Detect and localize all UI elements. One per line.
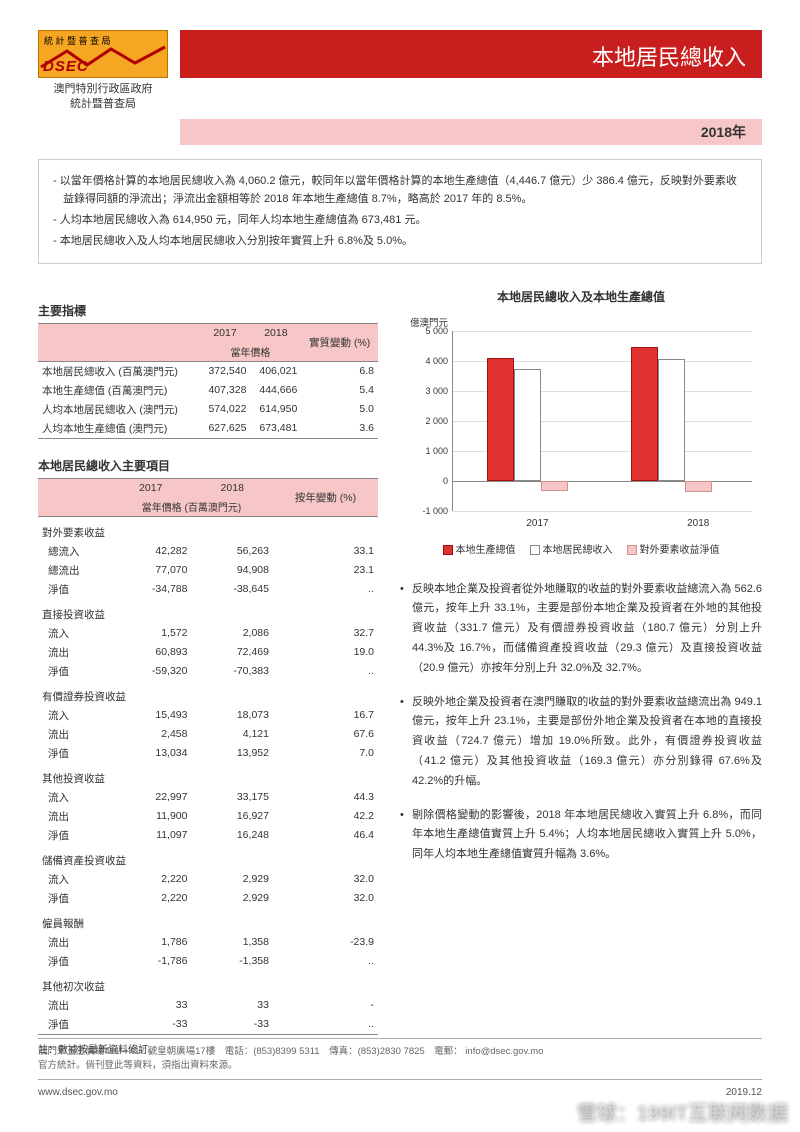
chart-bar bbox=[685, 481, 712, 493]
bullet-2: 反映外地企業及投資者在澳門賺取的收益的對外要素收益總流出為 949.1 億元，按… bbox=[400, 693, 762, 792]
page: 統 計 暨 普 查 局 DSEC 澳門特別行政區政府 統計暨普查局 本地居民總收… bbox=[0, 0, 800, 1132]
table-row: 人均本地生產總值 (澳門元)627,625673,4813.6 bbox=[38, 419, 378, 439]
chart-bar bbox=[487, 358, 514, 480]
indicators-table: 2017 2018 實質變動 (%) 當年價格 本地居民總收入 (百萬澳門元)3… bbox=[38, 323, 378, 439]
bullet-3: 剔除價格變動的影響後，2018 年本地居民總收入實質上升 6.8%，而同年本地生… bbox=[400, 806, 762, 865]
table-row: 流入1,5722,08632.7 bbox=[38, 624, 378, 643]
watermark-icon bbox=[541, 1098, 569, 1126]
table-group-head: 對外要素收益 bbox=[38, 516, 378, 542]
watermark: 雪球：199IT互联网数据 bbox=[541, 1097, 788, 1126]
year-bar: 2018年 bbox=[180, 119, 762, 145]
summary-box: - 以當年價格計算的本地居民總收入為 4,060.2 億元，較同年以當年價格計算… bbox=[38, 159, 762, 264]
bullet-1: 反映本地企業及投資者從外地賺取的收益的對外要素收益總流入為 562.6 億元，按… bbox=[400, 580, 762, 679]
table-row: 流出2,4584,12167.6 bbox=[38, 725, 378, 744]
table-row: 淨值2,2202,92932.0 bbox=[38, 889, 378, 908]
table-group-head: 其他初次收益 bbox=[38, 971, 378, 996]
table-group-head: 儲備資產投資收益 bbox=[38, 845, 378, 870]
table-row: 流入2,2202,92932.0 bbox=[38, 870, 378, 889]
table-group-head: 直接投資收益 bbox=[38, 599, 378, 624]
org-name: 澳門特別行政區政府 統計暨普查局 bbox=[38, 82, 168, 113]
table-row: 淨值13,03413,9527.0 bbox=[38, 744, 378, 763]
bullets: 反映本地企業及投資者從外地賺取的收益的對外要素收益總流入為 562.6 億元，按… bbox=[400, 580, 762, 865]
chart-unit: 億澳門元 bbox=[410, 315, 762, 329]
footer-note: 官方統計。倘刊登此等資料，須指出資料來源。 bbox=[38, 1059, 762, 1073]
table-row: 淨值-34,788-38,645.. bbox=[38, 580, 378, 599]
chart-bar bbox=[658, 359, 685, 481]
bar-chart: -1 00001 0002 0003 0004 0005 000 2017 20… bbox=[410, 331, 752, 531]
table-row: 淨值-1,786-1,358.. bbox=[38, 952, 378, 971]
logo-dsec: DSEC bbox=[43, 58, 89, 75]
x-label-2018: 2018 bbox=[687, 518, 709, 529]
chart-bar bbox=[541, 481, 568, 491]
chart-bar bbox=[514, 369, 541, 481]
right-column: 本地居民總收入及本地生產總值 億澳門元 -1 00001 0002 0003 0… bbox=[400, 288, 762, 1056]
summary-p1: - 以當年價格計算的本地居民總收入為 4,060.2 億元，較同年以當年價格計算… bbox=[53, 172, 747, 209]
footer: 澳門宋玉生廣場411—417 號皇朝廣場17樓 電話：(853)8399 531… bbox=[38, 1038, 762, 1081]
items-table: 2017 2018 按年變動 (%) 當年價格 (百萬澳門元) 對外要素收益總流… bbox=[38, 478, 378, 1035]
table-row: 總流出77,07094,90823.1 bbox=[38, 561, 378, 580]
chart-bar bbox=[631, 347, 658, 480]
indicators-title: 主要指標 bbox=[38, 302, 378, 319]
table-group-head: 僱員報酬 bbox=[38, 908, 378, 933]
x-label-2017: 2017 bbox=[526, 518, 548, 529]
table-row: 流入22,99733,17544.3 bbox=[38, 788, 378, 807]
table-row: 淨值-59,320-70,383.. bbox=[38, 662, 378, 681]
chart-title: 本地居民總收入及本地生產總值 bbox=[400, 288, 762, 305]
summary-p2: - 人均本地居民總收入為 614,950 元，同年人均本地生產總值為 673,4… bbox=[53, 211, 747, 230]
table-row: 本地居民總收入 (百萬澳門元)372,540406,0216.8 bbox=[38, 361, 378, 381]
legend-item: 對外要素收益淨值 bbox=[627, 541, 720, 556]
table-group-head: 有價證券投資收益 bbox=[38, 681, 378, 706]
table-row: 人均本地居民總收入 (澳門元)574,022614,9505.0 bbox=[38, 400, 378, 419]
table-row: 流出1,7861,358-23.9 bbox=[38, 933, 378, 952]
table-row: 流出11,90016,92742.2 bbox=[38, 807, 378, 826]
table-row: 流入15,49318,07316.7 bbox=[38, 706, 378, 725]
table-row: 流出3333- bbox=[38, 996, 378, 1015]
left-column: 主要指標 2017 2018 實質變動 (%) 當年價格 本地居民總收入 (百萬… bbox=[38, 288, 378, 1056]
items-title: 本地居民總收入主要項目 bbox=[38, 457, 378, 474]
footer-url: www.dsec.gov.mo bbox=[38, 1087, 118, 1098]
summary-p3: - 本地居民總收入及人均本地居民總收入分別按年實質上升 6.8%及 5.0%。 bbox=[53, 232, 747, 251]
legend-item: 本地生產總值 bbox=[443, 541, 516, 556]
page-title: 本地居民總收入 bbox=[180, 30, 762, 78]
chart-legend: 本地生產總值本地居民總收入對外要素收益淨值 bbox=[400, 541, 762, 556]
table-row: 淨值11,09716,24846.4 bbox=[38, 826, 378, 845]
table-group-head: 其他投資收益 bbox=[38, 763, 378, 788]
legend-item: 本地居民總收入 bbox=[530, 541, 613, 556]
table-row: 淨值-33-33.. bbox=[38, 1015, 378, 1035]
dsec-logo: 統 計 暨 普 查 局 DSEC bbox=[38, 30, 168, 78]
table-row: 流出60,89372,46919.0 bbox=[38, 643, 378, 662]
table-row: 本地生產總值 (百萬澳門元)407,328444,6665.4 bbox=[38, 381, 378, 400]
footer-contact: 澳門宋玉生廣場411—417 號皇朝廣場17樓 電話：(853)8399 531… bbox=[38, 1045, 762, 1059]
logo-block: 統 計 暨 普 查 局 DSEC 澳門特別行政區政府 統計暨普查局 bbox=[38, 30, 168, 113]
header: 統 計 暨 普 查 局 DSEC 澳門特別行政區政府 統計暨普查局 本地居民總收… bbox=[38, 30, 762, 113]
table-row: 總流入42,28256,26333.1 bbox=[38, 542, 378, 561]
